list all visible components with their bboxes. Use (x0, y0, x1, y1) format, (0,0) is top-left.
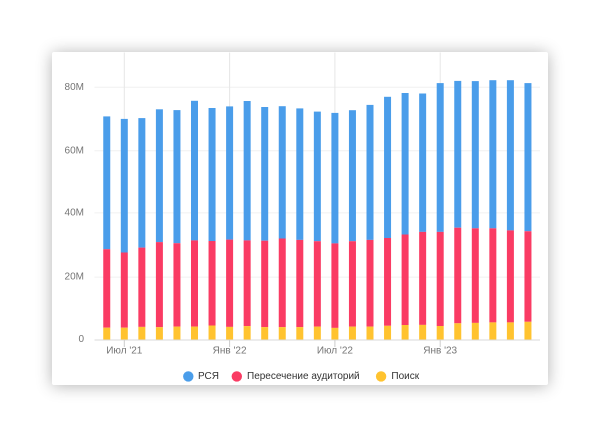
svg-text:РСЯ: РСЯ (198, 370, 219, 381)
svg-text:80M: 80M (65, 81, 84, 92)
svg-text:20M: 20M (65, 271, 84, 282)
svg-text:Янв '23: Янв '23 (423, 345, 457, 356)
svg-text:0: 0 (78, 333, 84, 344)
svg-text:Янв '22: Янв '22 (213, 345, 247, 356)
svg-text:Поиск: Поиск (391, 370, 419, 381)
svg-text:40M: 40M (65, 207, 84, 218)
svg-text:Пересечение аудиторий: Пересечение аудиторий (247, 370, 360, 381)
svg-text:60M: 60M (65, 145, 84, 156)
svg-text:Июл '21: Июл '21 (106, 345, 143, 356)
svg-text:Июл '22: Июл '22 (317, 345, 354, 356)
